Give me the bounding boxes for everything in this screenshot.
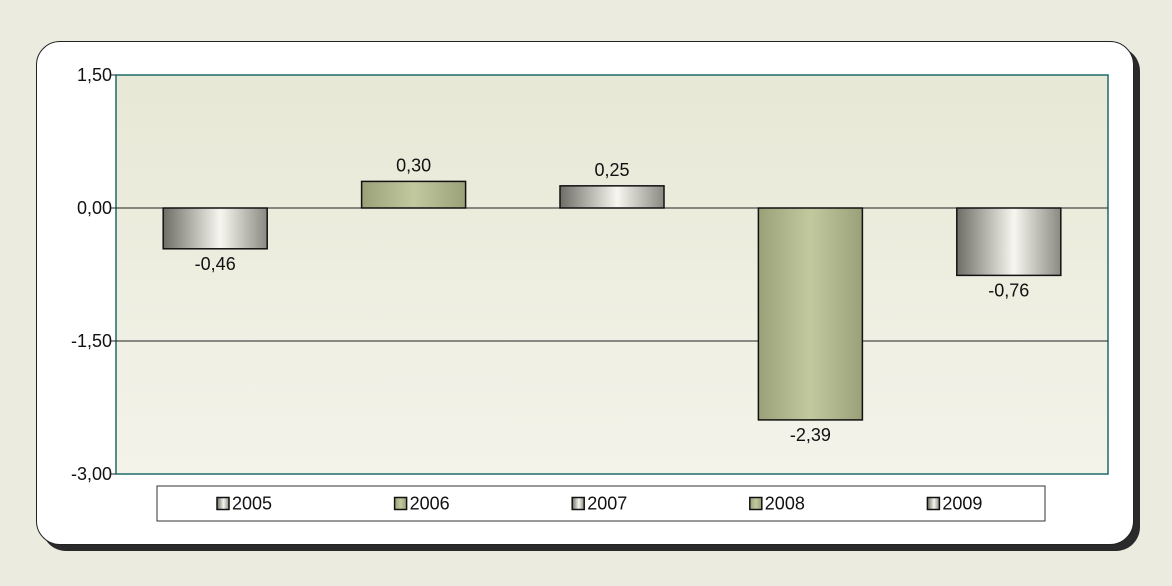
data-label-2005: -0,46 [195,254,236,274]
legend-swatch-2007 [571,496,585,511]
y-tick-label: 1,50 [77,65,112,85]
y-tick-label: 0,00 [77,198,112,218]
legend-label-2007: 2007 [587,494,627,514]
plot-area [115,74,1109,475]
data-label-2009: -0,76 [988,280,1029,300]
legend-swatch-2008 [749,496,763,511]
legend-swatch-2009 [926,496,941,511]
bar-2009 [956,207,1062,277]
bar-2008 [757,207,864,421]
legend-label-2006: 2006 [410,494,450,514]
legend-label-2005: 2005 [232,494,272,514]
y-tick-label: -3,00 [71,464,112,484]
legend-swatch-2006 [393,496,408,511]
data-label-2006: 0,30 [396,155,431,175]
bar-2007 [559,185,665,209]
data-label-2007: 0,25 [594,160,629,180]
bar-2006 [360,180,467,209]
data-label-2008: -2,39 [790,425,831,445]
legend-label-2009: 2009 [942,494,982,514]
legend [156,485,1046,522]
y-tick-label: -1,50 [71,331,112,351]
legend-swatch-2005 [216,496,230,511]
legend-label-2008: 2008 [765,494,805,514]
bar-2005 [162,207,268,250]
